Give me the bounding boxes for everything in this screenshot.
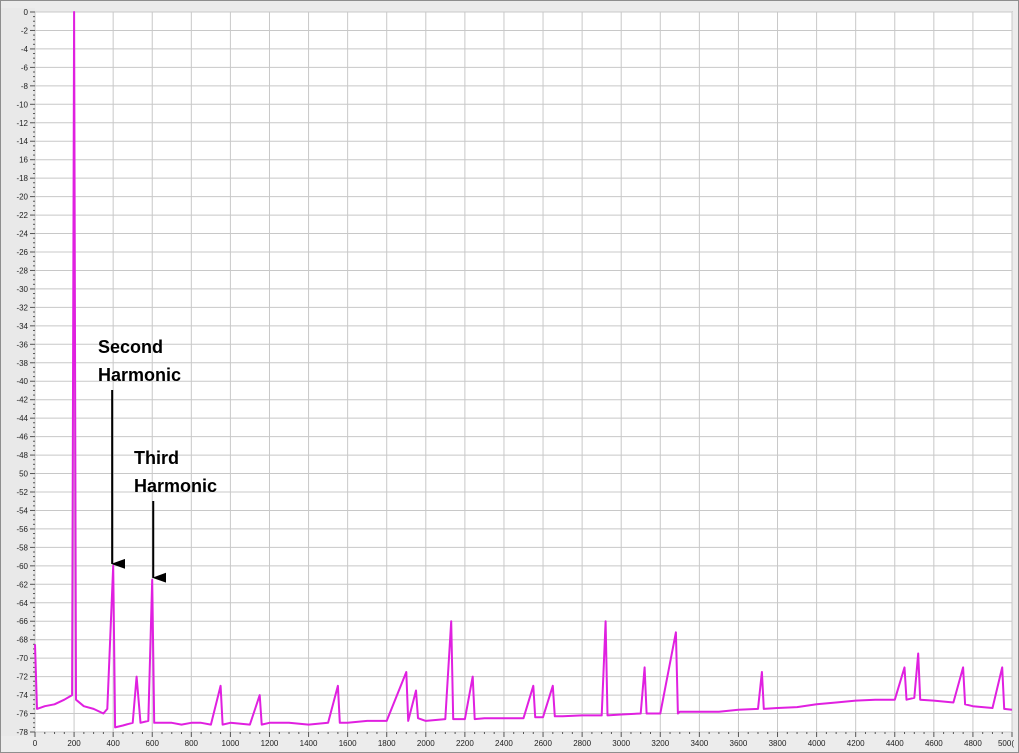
annotation-label-1-line1: Third [134,448,179,468]
y-tick-label: -44 [16,414,28,423]
y-tick-label: -52 [16,488,28,497]
y-tick-label: -40 [16,377,28,386]
y-tick-label: -78 [16,728,28,737]
x-tick-label: 800 [185,739,199,748]
x-tick-label: 4800 [964,739,982,748]
y-tick-label: -8 [21,82,29,91]
y-tick-label: -32 [16,303,28,312]
y-tick-label: -20 [16,193,28,202]
x-tick-label: 4400 [886,739,904,748]
x-tick-label: 1600 [339,739,357,748]
x-tick-label: 3800 [769,739,787,748]
x-tick-label: 1400 [300,739,318,748]
x-tick-label: 2800 [573,739,591,748]
y-tick-label: -38 [16,359,28,368]
y-tick-label: 0 [24,8,29,17]
series-line-0 [34,11,1013,729]
y-tick-label: -58 [16,543,28,552]
x-tick-label: 3400 [690,739,708,748]
y-tick-label: 16 [19,156,28,165]
x-tick-label: 3000 [612,739,630,748]
y-tick-label: 50 [19,470,28,479]
y-tick-label: -54 [16,506,28,515]
y-tick-label: -4 [21,45,29,54]
y-tick-label: -18 [16,174,28,183]
x-tick-label: 400 [106,739,120,748]
y-tick-label: -22 [16,211,28,220]
y-tick-label: -76 [16,710,28,719]
y-tick-label: -60 [16,562,28,571]
y-tick-label: -14 [16,137,28,146]
x-tick-label: 1800 [378,739,396,748]
y-axis-gutter [1,8,35,736]
y-tick-label: -62 [16,580,28,589]
x-tick-label: 1000 [222,739,240,748]
x-tick-label: 4000 [808,739,826,748]
x-tick-label: 500( [998,739,1014,748]
y-tick-label: -66 [16,617,28,626]
y-tick-label: -12 [16,119,28,128]
y-tick-label: -28 [16,266,28,275]
y-tick-label: -30 [16,285,28,294]
x-tick-label: 4200 [847,739,865,748]
y-tick-label: -72 [16,673,28,682]
y-tick-label: -26 [16,248,28,257]
y-tick-label: -56 [16,525,28,534]
y-tick-label: -24 [16,230,28,239]
x-tick-label: 2400 [495,739,513,748]
x-tick-label: 0 [33,739,38,748]
y-tick-label: -36 [16,340,28,349]
x-tick-label: 3200 [651,739,669,748]
y-tick-label: -48 [16,451,28,460]
plot-area [34,11,1013,733]
y-tick-label: -68 [16,636,28,645]
x-tick-label: 1200 [261,739,279,748]
y-tick-label: -74 [16,691,28,700]
x-tick-label: 4600 [925,739,943,748]
annotation-label-0-line2: Harmonic [98,365,181,385]
x-tick-label: 3600 [730,739,748,748]
annotation-label-1-line2: Harmonic [134,476,217,496]
y-tick-label: -64 [16,599,28,608]
x-tick-label: 2600 [534,739,552,748]
y-tick-label: -70 [16,654,28,663]
annotation-label-0-line1: Second [98,337,163,357]
y-tick-label: -10 [16,100,28,109]
y-tick-label: -2 [21,26,29,35]
y-tick-label: -46 [16,433,28,442]
x-tick-label: 2200 [456,739,474,748]
y-tick-label: -34 [16,322,28,331]
x-tick-label: 200 [67,739,81,748]
y-tick-label: -42 [16,396,28,405]
y-tick-label: -6 [21,63,29,72]
x-tick-label: 2000 [417,739,435,748]
x-tick-label: 600 [146,739,160,748]
